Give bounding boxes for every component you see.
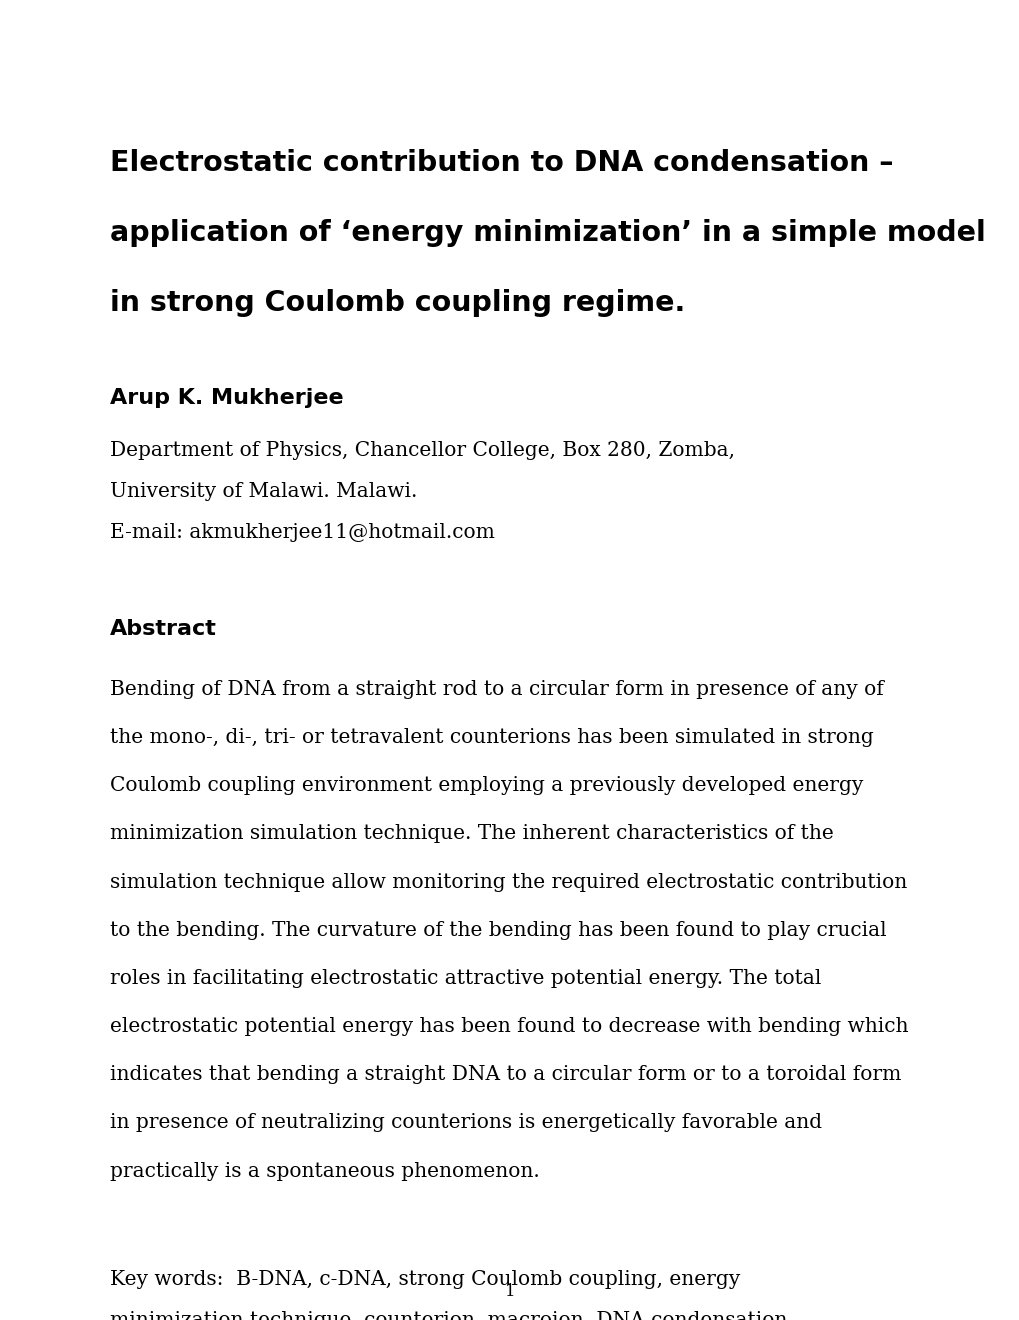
Text: Arup K. Mukherjee: Arup K. Mukherjee [110,388,343,408]
Text: the mono-, di-, tri- or tetravalent counterions has been simulated in strong: the mono-, di-, tri- or tetravalent coun… [110,727,873,747]
Text: in strong Coulomb coupling regime.: in strong Coulomb coupling regime. [110,289,685,317]
Text: electrostatic potential energy has been found to decrease with bending which: electrostatic potential energy has been … [110,1016,908,1036]
Text: application of ‘energy minimization’ in a simple model: application of ‘energy minimization’ in … [110,219,985,247]
Text: Coulomb coupling environment employing a previously developed energy: Coulomb coupling environment employing a… [110,776,863,795]
Text: roles in facilitating electrostatic attractive potential energy. The total: roles in facilitating electrostatic attr… [110,969,820,987]
Text: University of Malawi. Malawi.: University of Malawi. Malawi. [110,482,417,500]
Text: practically is a spontaneous phenomenon.: practically is a spontaneous phenomenon. [110,1162,539,1180]
Text: Bending of DNA from a straight rod to a circular form in presence of any of: Bending of DNA from a straight rod to a … [110,680,883,698]
Text: Department of Physics, Chancellor College, Box 280, Zomba,: Department of Physics, Chancellor Colleg… [110,441,735,459]
Text: to the bending. The curvature of the bending has been found to play crucial: to the bending. The curvature of the ben… [110,921,886,940]
Text: Electrostatic contribution to DNA condensation –: Electrostatic contribution to DNA conden… [110,149,893,177]
Text: in presence of neutralizing counterions is energetically favorable and: in presence of neutralizing counterions … [110,1113,821,1133]
Text: minimization technique, counterion, macroion, DNA condensation.: minimization technique, counterion, macr… [110,1311,793,1320]
Text: Key words:  B-DNA, c-DNA, strong Coulomb coupling, energy: Key words: B-DNA, c-DNA, strong Coulomb … [110,1270,740,1288]
Text: simulation technique allow monitoring the required electrostatic contribution: simulation technique allow monitoring th… [110,873,907,891]
Text: 1: 1 [504,1283,515,1300]
Text: Abstract: Abstract [110,619,217,639]
Text: indicates that bending a straight DNA to a circular form or to a toroidal form: indicates that bending a straight DNA to… [110,1065,901,1084]
Text: E-mail: akmukherjee11@hotmail.com: E-mail: akmukherjee11@hotmail.com [110,523,494,541]
Text: minimization simulation technique. The inherent characteristics of the: minimization simulation technique. The i… [110,824,834,843]
